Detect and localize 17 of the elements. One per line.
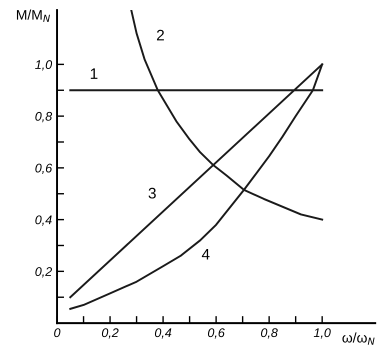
series-label: 2 xyxy=(156,30,164,40)
x-tick-label: 0,4 xyxy=(154,328,172,339)
x-tick-label: 0 xyxy=(54,328,60,338)
x-tick-label: 1,0 xyxy=(314,328,331,339)
y-tick-label: 0,4 xyxy=(35,215,52,226)
x-tick-label: 0,2 xyxy=(102,328,119,339)
y-tick-label: 0,6 xyxy=(35,164,52,174)
y-tick-label: 1,0 xyxy=(35,60,52,71)
x-tick-label: 0,8 xyxy=(261,328,278,339)
x-tick-label: 0,6 xyxy=(208,328,225,339)
series-label: 4 xyxy=(202,249,210,260)
y-tick-label: 0,8 xyxy=(35,112,52,122)
series-label: 3 xyxy=(148,188,156,199)
y-axis-title: M/M$_{N}$ xyxy=(16,10,50,22)
y-tick-label: 0,2 xyxy=(35,267,52,278)
x-axis-title: ω/ω$_{N}$ xyxy=(342,332,375,345)
series-label: 1 xyxy=(90,68,98,79)
